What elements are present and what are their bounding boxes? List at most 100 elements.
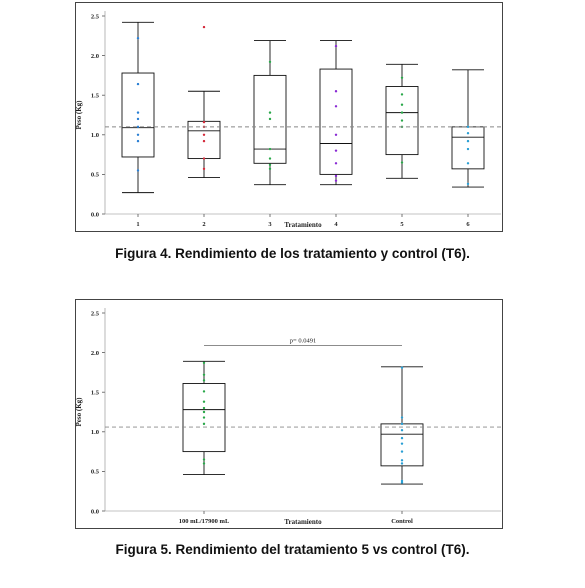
data-point — [136, 139, 140, 143]
data-point — [136, 117, 140, 121]
data-point — [400, 436, 404, 440]
data-point — [400, 76, 404, 79]
data-point — [268, 163, 272, 167]
data-point — [400, 422, 404, 426]
figure-5-caption: Figura 5. Rendimiento del tratamiento 5 … — [115, 542, 470, 557]
data-point — [400, 161, 404, 164]
box-plot-figure-5: 0.0 0.5 1.0 1.5 2.0 2.5 Peso (Kg) Tratamiento 10… — [75, 299, 503, 529]
data-point — [466, 182, 470, 186]
data-point — [334, 90, 338, 93]
data-point — [400, 119, 404, 122]
data-point — [136, 36, 140, 40]
box-group-Control — [380, 366, 424, 485]
x-tick-label: 100 mL/17900 mL — [179, 518, 230, 525]
box-group-4 — [319, 40, 353, 186]
data-point — [268, 111, 272, 114]
data-point — [268, 60, 272, 64]
data-point — [202, 416, 206, 419]
data-point — [400, 103, 404, 106]
x-tick-label: 1 — [136, 221, 139, 228]
data-point — [202, 25, 206, 29]
data-point — [202, 361, 206, 365]
data-point — [268, 147, 272, 151]
data-point — [400, 93, 404, 96]
box-plot-2-svg: 0.0 0.5 1.0 1.5 2.0 2.5 Peso (Kg) Tratamiento 10… — [75, 299, 503, 529]
y-tick-label: 0.5 — [91, 469, 100, 476]
data-point — [268, 167, 272, 171]
y-tick-label: 1.5 — [91, 390, 100, 397]
x-axis-label: Tratamiento — [284, 221, 322, 229]
data-point — [334, 149, 338, 152]
data-point — [202, 373, 206, 376]
data-point — [400, 366, 404, 369]
y-tick-label: 1.0 — [91, 429, 99, 436]
y-tick-label: 0.5 — [91, 172, 100, 179]
data-point — [136, 111, 140, 114]
data-point — [202, 458, 206, 461]
data-point — [202, 406, 206, 410]
data-point — [202, 379, 206, 382]
x-tick-label: Control — [391, 518, 413, 525]
data-point — [334, 133, 338, 136]
y-tick-label: 2.5 — [91, 13, 100, 20]
data-point — [400, 416, 404, 419]
data-point — [400, 459, 404, 462]
data-point — [268, 157, 272, 160]
data-point — [202, 120, 206, 124]
data-point — [202, 139, 206, 143]
box-iqr — [385, 86, 419, 156]
x-tick-label: 5 — [400, 221, 404, 228]
data-point — [202, 400, 206, 403]
data-point — [400, 111, 404, 114]
box-iqr — [121, 72, 155, 158]
box-group-100-mL-17900-mL — [182, 360, 226, 476]
data-point — [202, 410, 206, 414]
data-point — [466, 132, 470, 135]
y-tick-label: 2.0 — [91, 350, 99, 357]
x-tick-label: 3 — [268, 221, 272, 228]
data-point — [334, 105, 338, 108]
figure-4-caption: Figura 4. Rendimiento de los tratamiento… — [115, 246, 470, 261]
box-iqr — [182, 383, 226, 453]
data-point — [202, 390, 206, 393]
data-point — [466, 139, 470, 143]
data-point — [202, 422, 206, 426]
x-tick-label: 6 — [466, 221, 470, 228]
data-point — [136, 125, 140, 129]
data-point — [400, 442, 404, 445]
data-point — [334, 174, 338, 178]
data-point — [466, 147, 470, 151]
y-tick-label: 0.0 — [91, 508, 99, 515]
box-iqr — [253, 74, 287, 164]
data-point — [334, 162, 338, 165]
box-group-6 — [451, 69, 485, 188]
y-tick-label: 1.0 — [91, 132, 99, 139]
box-iqr — [319, 68, 353, 175]
y-tick-label: 0.0 — [91, 211, 99, 218]
data-point — [466, 125, 470, 129]
data-point — [202, 157, 206, 160]
x-tick-label: 4 — [334, 221, 338, 228]
x-tick-label: 2 — [202, 221, 205, 228]
data-point — [400, 481, 404, 484]
box-group-5 — [385, 63, 419, 179]
p-value-annotation: p= 0.0491 — [290, 337, 316, 344]
data-point — [202, 133, 206, 136]
data-point — [400, 462, 404, 465]
box-group-1 — [121, 21, 155, 194]
y-tick-label: 2.5 — [91, 310, 100, 317]
data-point — [400, 429, 404, 432]
y-tick-label: 1.5 — [91, 93, 100, 100]
data-point — [466, 162, 470, 165]
data-point — [202, 167, 206, 171]
chart-frame — [75, 299, 503, 529]
box-plot-figure-4: 0.0 0.5 1.0 1.5 2.0 2.5 Peso (Kg) Tratamiento 1 2… — [75, 2, 503, 232]
data-point — [334, 44, 338, 48]
data-point — [202, 462, 206, 465]
data-point — [136, 133, 140, 136]
y-axis-label: Peso (Kg) — [75, 397, 83, 427]
chart-frame — [75, 2, 503, 232]
data-point — [136, 169, 140, 172]
box-plot-1-svg: 0.0 0.5 1.0 1.5 2.0 2.5 Peso (Kg) Tratamiento 1 2… — [75, 2, 503, 232]
y-tick-label: 2.0 — [91, 53, 99, 60]
